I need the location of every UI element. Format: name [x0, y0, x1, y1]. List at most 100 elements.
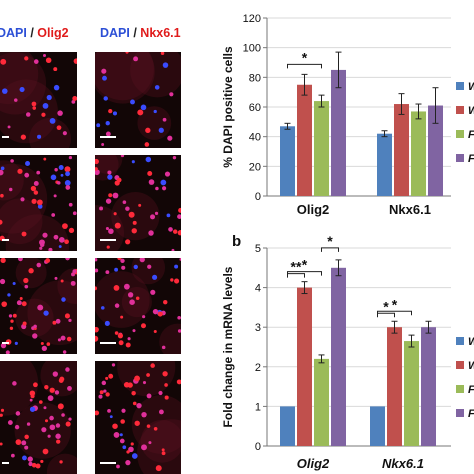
cell-nucleus: [158, 127, 164, 133]
background-haze: [27, 280, 77, 346]
cell-nucleus: [114, 180, 120, 186]
cell-nucleus: [127, 382, 133, 388]
significance-marker: *: [302, 257, 308, 273]
cell-nucleus: [26, 422, 31, 426]
scale-bar: [2, 239, 9, 241]
cell-nucleus: [177, 315, 181, 320]
y-tick-label: 0: [255, 191, 261, 203]
significance-marker: *: [392, 296, 398, 312]
cell-nucleus: [135, 296, 140, 301]
cell-nucleus: [0, 219, 3, 225]
cell-nucleus: [162, 371, 168, 377]
cell-nucleus: [148, 230, 154, 236]
cell-nucleus: [108, 228, 114, 235]
cell-nucleus: [176, 379, 181, 385]
cell-nucleus: [46, 94, 52, 101]
y-tick-label: 1: [255, 401, 261, 413]
scale-bar: [100, 136, 116, 138]
cell-nucleus: [108, 373, 114, 379]
bar: [314, 358, 329, 446]
cell-nucleus: [131, 160, 135, 164]
significance-bracket: [377, 310, 412, 316]
cell-nucleus: [136, 402, 142, 409]
cell-nucleus: [0, 166, 5, 171]
micrograph-nkx61-row3: [95, 258, 181, 354]
cell-nucleus: [33, 324, 37, 329]
cell-nucleus: [122, 445, 127, 450]
cell-nucleus: [130, 442, 134, 446]
cell-nucleus: [45, 258, 51, 263]
background-haze: [137, 419, 181, 474]
cell-nucleus: [44, 419, 49, 423]
cell-nucleus: [109, 415, 113, 419]
cell-nucleus: [22, 321, 27, 326]
cell-nucleus: [0, 193, 4, 198]
cell-nucleus: [62, 223, 68, 229]
cell-nucleus: [128, 446, 134, 453]
cell-nucleus: [132, 329, 136, 333]
cell-nucleus: [154, 85, 160, 90]
cell-nucleus: [134, 375, 140, 382]
cell-nucleus: [49, 387, 55, 393]
cell-nucleus: [27, 456, 33, 462]
cell-nucleus: [57, 403, 64, 410]
legend-swatch: [456, 409, 464, 417]
cell-nucleus: [66, 336, 72, 342]
cell-nucleus: [161, 451, 166, 456]
bar: [280, 126, 295, 196]
significance-marker: *: [302, 49, 308, 65]
cell-nucleus: [145, 156, 152, 163]
cell-nucleus: [7, 125, 11, 129]
background-haze: [95, 155, 123, 174]
cell-nucleus: [25, 112, 31, 117]
cell-nucleus: [133, 56, 139, 62]
cell-nucleus: [131, 391, 136, 396]
cell-nucleus: [95, 158, 99, 165]
cell-nucleus: [133, 264, 138, 270]
micrograph-nkx61-row1: [95, 52, 181, 148]
cell-nucleus: [19, 296, 23, 301]
cell-nucleus: [52, 371, 59, 377]
cell-nucleus: [24, 445, 29, 450]
background-haze: [140, 419, 181, 463]
bar: [387, 327, 402, 446]
background-haze: [29, 117, 71, 148]
legend-swatch: [456, 361, 464, 369]
bar: [411, 111, 426, 196]
cell-nucleus: [155, 465, 162, 472]
cell-nucleus: [160, 52, 165, 55]
category-label: Olig2: [297, 202, 330, 217]
cell-nucleus: [64, 313, 70, 319]
cell-nucleus: [67, 385, 72, 391]
legend-label: W: [468, 360, 474, 372]
cell-nucleus: [147, 171, 153, 176]
scale-bar: [100, 239, 116, 241]
scale-bar: [2, 342, 9, 344]
cell-nucleus: [56, 439, 61, 444]
cell-nucleus: [65, 421, 71, 427]
legend-swatch: [456, 106, 464, 114]
y-tick-label: 40: [249, 132, 261, 144]
legend-label: W: [468, 336, 474, 348]
cell-nucleus: [134, 420, 140, 426]
legend-label: W: [468, 81, 474, 93]
cell-nucleus: [163, 299, 168, 305]
cell-nucleus: [112, 111, 118, 116]
cell-nucleus: [95, 258, 98, 262]
legend-swatch: [456, 337, 464, 345]
cell-nucleus: [54, 168, 58, 172]
cell-nucleus: [54, 276, 58, 280]
cell-nucleus: [24, 434, 29, 440]
cell-nucleus: [44, 384, 49, 390]
cell-nucleus: [36, 262, 42, 268]
cell-nucleus: [164, 383, 168, 387]
cell-nucleus: [49, 424, 56, 431]
cell-nucleus: [46, 342, 51, 346]
cell-nucleus: [161, 345, 166, 350]
cell-nucleus: [146, 393, 152, 399]
cell-nucleus: [114, 222, 121, 229]
cell-nucleus: [64, 239, 69, 245]
cell-nucleus: [104, 320, 110, 326]
column-header-nkx61: DAPI / Nkx6.1: [100, 26, 181, 40]
cell-nucleus: [58, 237, 65, 243]
